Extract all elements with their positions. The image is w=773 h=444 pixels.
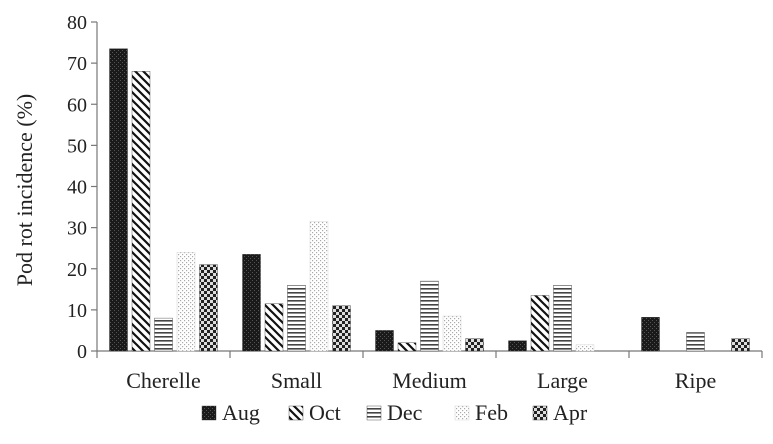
legend-swatch-aug <box>201 405 217 421</box>
legend-swatch-oct <box>288 405 304 421</box>
x-tick-label: Cherelle <box>126 368 201 393</box>
y-axis: 0 10 20 30 40 50 60 70 80 <box>67 12 98 363</box>
x-tick-label: Medium <box>392 368 467 393</box>
bar-cherelle-dec <box>154 317 173 352</box>
category-labels: Cherelle Small Medium Large Ripe <box>126 368 716 393</box>
bar-large-oct <box>530 295 550 352</box>
y-tick-label: 80 <box>67 12 87 34</box>
y-tick-label: 40 <box>67 177 87 199</box>
bar-small-apr <box>332 305 351 352</box>
bar-medium-apr <box>465 338 484 352</box>
legend-swatch-dec <box>366 405 382 421</box>
bar-large-dec <box>553 285 572 352</box>
y-tick-label: 20 <box>67 259 87 281</box>
y-tick-label: 10 <box>67 300 87 322</box>
bar-medium-oct <box>397 342 417 352</box>
y-tick-label: 0 <box>77 341 87 363</box>
bar-ripe-aug <box>641 317 660 352</box>
bar-small-aug <box>242 254 261 352</box>
y-tick-label: 30 <box>67 218 87 240</box>
bar-medium-dec <box>420 280 439 352</box>
x-tick-label: Small <box>271 368 322 393</box>
y-tick-label: 50 <box>67 135 87 157</box>
x-axis <box>96 350 763 358</box>
x-tick-label: Large <box>537 368 588 393</box>
x-tick-label: Ripe <box>675 368 717 393</box>
bar-ripe-dec <box>686 332 705 352</box>
bar-cherelle-apr <box>199 264 218 352</box>
bar-cherelle-aug <box>109 48 128 352</box>
legend-label-apr: Apr <box>553 400 588 425</box>
bar-medium-feb <box>442 315 462 352</box>
legend-label-aug: Aug <box>222 400 260 425</box>
y-tick-label: 60 <box>67 94 87 116</box>
bar-small-oct <box>264 303 284 352</box>
legend-label-oct: Oct <box>309 400 341 425</box>
bar-large-aug <box>508 340 527 352</box>
legend-label-dec: Dec <box>387 400 423 425</box>
bar-large-feb <box>575 344 595 352</box>
legend-label-feb: Feb <box>475 400 508 425</box>
legend-swatch-feb <box>454 405 470 421</box>
bar-cherelle-feb <box>176 252 196 352</box>
bar-small-feb <box>309 221 329 352</box>
legend-swatch-apr <box>532 405 548 421</box>
bars <box>109 48 750 352</box>
bar-cherelle-oct <box>131 71 151 352</box>
bar-medium-aug <box>375 330 394 352</box>
bar-ripe-apr <box>731 338 750 352</box>
y-axis-title: Pod rot incidence (%) <box>12 94 37 286</box>
legend: Aug Oct Dec Feb Apr <box>201 400 588 425</box>
y-tick-label: 70 <box>67 53 87 75</box>
bar-small-dec <box>287 285 306 352</box>
